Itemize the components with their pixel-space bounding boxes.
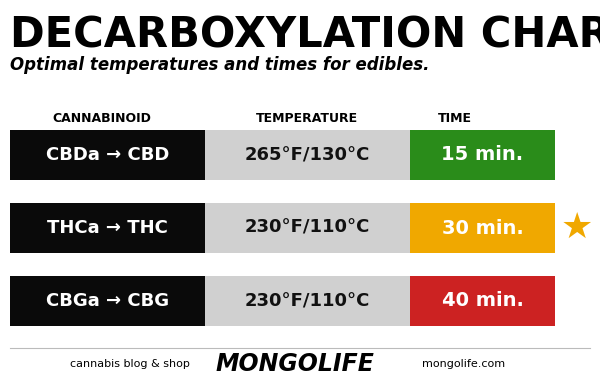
Bar bbox=[10, 276, 205, 326]
Bar bbox=[205, 130, 410, 180]
Text: MONGOLIFE: MONGOLIFE bbox=[215, 352, 374, 376]
Text: Optimal temperatures and times for edibles.: Optimal temperatures and times for edibl… bbox=[10, 56, 430, 74]
Text: 230°F/110°C: 230°F/110°C bbox=[245, 292, 370, 310]
Bar bbox=[10, 130, 205, 180]
Text: cannabis blog & shop: cannabis blog & shop bbox=[70, 359, 190, 369]
Text: ★: ★ bbox=[561, 211, 593, 245]
Text: TIME: TIME bbox=[438, 112, 472, 124]
Bar bbox=[410, 276, 555, 326]
Bar bbox=[410, 130, 555, 180]
Text: 265°F/130°C: 265°F/130°C bbox=[245, 146, 370, 164]
Text: DECARBOXYLATION CHART: DECARBOXYLATION CHART bbox=[10, 14, 600, 56]
Bar bbox=[10, 203, 205, 253]
Text: 30 min.: 30 min. bbox=[442, 218, 523, 237]
Text: TEMPERATURE: TEMPERATURE bbox=[256, 112, 358, 124]
Text: mongolife.com: mongolife.com bbox=[422, 359, 506, 369]
Text: 15 min.: 15 min. bbox=[442, 146, 524, 164]
Bar bbox=[410, 203, 555, 253]
Text: THCa → THC: THCa → THC bbox=[47, 219, 168, 237]
Text: CANNABINOID: CANNABINOID bbox=[53, 112, 151, 124]
Text: 40 min.: 40 min. bbox=[442, 291, 523, 310]
Bar bbox=[205, 203, 410, 253]
Text: 230°F/110°C: 230°F/110°C bbox=[245, 219, 370, 237]
Text: CBGa → CBG: CBGa → CBG bbox=[46, 292, 169, 310]
Bar bbox=[205, 276, 410, 326]
Text: CBDa → CBD: CBDa → CBD bbox=[46, 146, 169, 164]
